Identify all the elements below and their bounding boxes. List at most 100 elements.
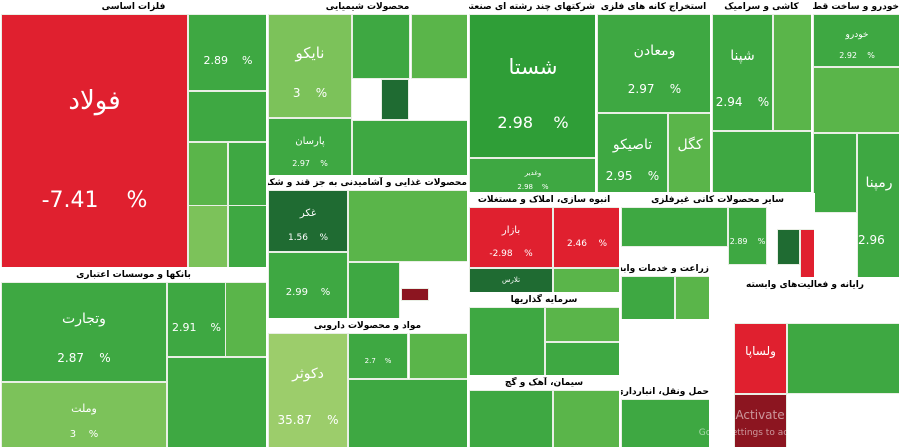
sector-0: فلزات اساسی فولاد -7.41 % 2.89 % <box>0 0 267 268</box>
stock-cell[interactable]: شپنا 2.94 % <box>712 14 773 131</box>
stock-symbol: رمپنا <box>865 175 893 191</box>
change-value: 2.91 <box>172 321 197 334</box>
stock-cell[interactable]: وغدیر 2.98 % <box>469 158 595 192</box>
spacer <box>748 237 758 246</box>
change-value: 2.89 <box>729 237 748 246</box>
stock-cell[interactable] <box>167 357 266 447</box>
stock-cell[interactable] <box>409 333 467 379</box>
stock-symbol: وغدیر <box>524 169 542 177</box>
stock-cell[interactable]: دکوثر 35.87 % <box>268 333 348 447</box>
sector-title: محصولات غذایی و آشامیدنی به جز قند و شکر <box>268 177 467 190</box>
stock-cell[interactable] <box>773 14 811 131</box>
percent-sign: % <box>867 51 875 60</box>
sector-title: سایر محصولات کانی غیرفلزی <box>621 194 814 207</box>
stock-cell[interactable] <box>553 390 619 447</box>
stock-cell[interactable] <box>621 399 709 447</box>
stock-cell[interactable] <box>348 190 467 262</box>
stock-cell[interactable] <box>545 307 619 342</box>
stock-change: 2.94 % <box>713 95 772 109</box>
spacer <box>99 188 127 213</box>
stock-cell[interactable] <box>545 342 619 375</box>
stock-cell[interactable]: بازار -2.98 % <box>469 207 553 268</box>
stock-cell[interactable]: فولاد -7.41 % <box>1 14 188 267</box>
stock-cell[interactable] <box>352 120 467 175</box>
stock-cell[interactable] <box>352 14 410 79</box>
spacer <box>857 51 867 60</box>
stock-cell[interactable]: 2.91 % <box>167 282 226 357</box>
stock-cell[interactable]: 2.89 % <box>728 207 767 265</box>
stock-cell[interactable]: خودرو 2.92 % <box>813 14 899 67</box>
sector-title: حمل ونقل، انبارداری و ارتباطات <box>621 386 709 399</box>
spacer <box>655 82 670 96</box>
spacer <box>312 413 327 427</box>
stock-cell[interactable]: پارسان 2.97 % <box>268 118 352 175</box>
stock-symbol: وملت <box>71 402 97 415</box>
stock-cell[interactable] <box>401 288 429 301</box>
stock-cell[interactable] <box>787 323 899 394</box>
sector-3: استخراج کانه های فلزی ومعادن 2.97 % تاصیکو 2… <box>596 0 711 193</box>
stock-symbol: پارسان <box>295 136 325 147</box>
stock-cell[interactable] <box>469 307 545 375</box>
percent-sign: % <box>315 86 328 100</box>
spacer <box>533 183 542 191</box>
percent-sign: % <box>320 159 328 168</box>
stock-cell[interactable] <box>225 282 266 357</box>
change-value: 2.95 <box>605 169 633 183</box>
stock-cell[interactable] <box>381 79 409 120</box>
stock-cell[interactable] <box>469 390 553 447</box>
stock-cell[interactable] <box>712 131 811 192</box>
stock-cell[interactable]: رمپنا 2.96 % <box>857 133 899 277</box>
stock-cell[interactable]: غکر 1.56 % <box>268 190 348 252</box>
stock-cell[interactable]: وتجارت 2.87 % <box>1 282 167 382</box>
percent-sign: % <box>541 183 549 191</box>
stock-cell[interactable] <box>411 14 467 79</box>
sector-title: محصولات شیمیایی <box>268 1 467 14</box>
stock-cell[interactable] <box>188 205 228 267</box>
percent-sign: % <box>757 237 766 246</box>
change-value: 35.87 <box>277 413 312 427</box>
percent-sign: % <box>598 239 608 249</box>
stock-cell[interactable] <box>800 229 814 277</box>
stock-cell[interactable] <box>188 142 228 206</box>
stock-cell[interactable] <box>621 276 675 319</box>
sector-1: محصولات شیمیایی نایکو 3 % پارسان 2.97 % <box>267 0 468 176</box>
spacer <box>587 239 598 249</box>
stock-cell[interactable]: 2.46 % <box>553 207 619 268</box>
stock-change: 2.46 % <box>554 239 619 249</box>
stock-cell[interactable] <box>813 133 857 213</box>
stock-cell[interactable]: تاصیکو 2.95 % <box>597 113 668 192</box>
sector-title: فلزات اساسی <box>1 1 266 14</box>
stock-cell[interactable] <box>675 276 709 319</box>
stock-cell[interactable] <box>621 207 728 247</box>
stock-cell[interactable]: ولساپا <box>734 323 787 394</box>
stock-cell[interactable] <box>348 379 467 447</box>
stock-cell[interactable]: 2.89 % <box>188 14 266 91</box>
spacer <box>197 321 211 334</box>
change-value: 1.56 <box>287 233 309 243</box>
stock-cell[interactable] <box>777 229 800 265</box>
sector-title: سرمایه گذاریها <box>469 294 619 307</box>
change-value: 2.87 <box>57 351 85 365</box>
stock-cell[interactable] <box>734 394 787 447</box>
stock-cell[interactable]: ومعادن 2.97 % <box>597 14 710 113</box>
stock-cell[interactable]: کگل <box>668 113 710 192</box>
stock-cell[interactable] <box>228 205 266 267</box>
stock-cell[interactable]: وملت 3 % <box>1 382 167 447</box>
stock-cell[interactable] <box>348 262 400 318</box>
stock-cell[interactable] <box>553 268 619 292</box>
stock-cell[interactable] <box>813 67 899 133</box>
stock-symbol: ولساپا <box>745 344 776 358</box>
change-value: -7.41 <box>41 188 99 213</box>
stock-cell[interactable]: نایکو 3 % <box>268 14 352 118</box>
spacer <box>308 287 321 298</box>
activate-windows-watermark: Activate Windows <box>735 408 842 422</box>
stock-cell[interactable] <box>228 142 266 206</box>
spacer <box>228 54 242 67</box>
stock-cell[interactable]: تلارس <box>469 268 553 292</box>
stock-cell[interactable]: 2.99 % <box>268 252 348 318</box>
stock-cell[interactable]: شستا 2.98 % <box>469 14 595 158</box>
stock-cell[interactable]: 2.7 % <box>348 333 408 379</box>
stock-cell[interactable] <box>188 91 266 142</box>
percent-sign: % <box>126 188 148 213</box>
spacer <box>84 351 99 365</box>
